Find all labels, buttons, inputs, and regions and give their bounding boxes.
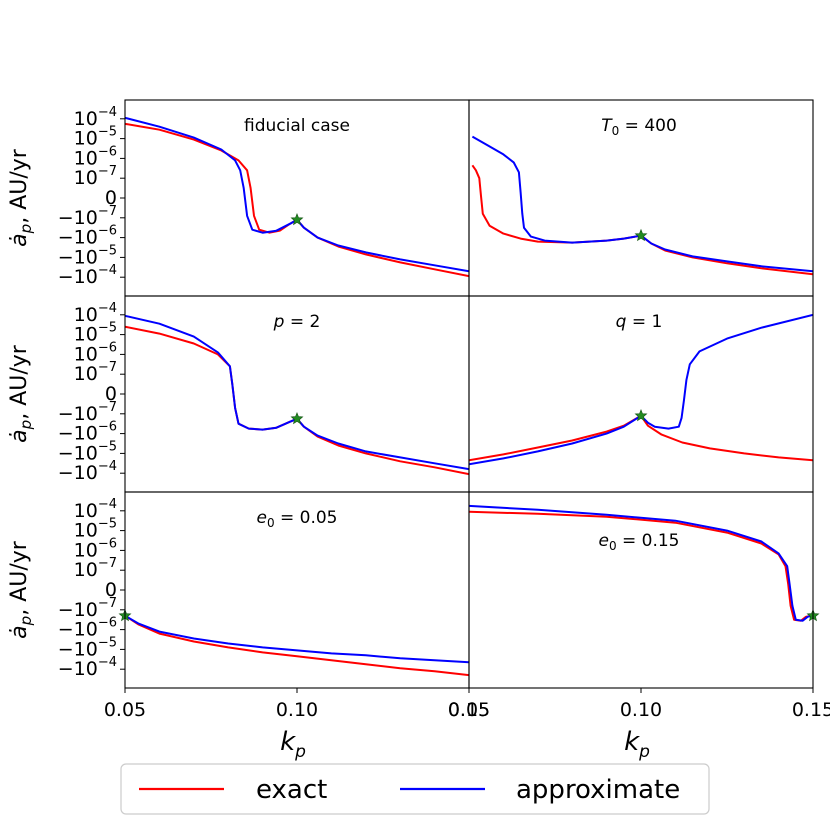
panel-2: T0 = 400 xyxy=(468,99,814,297)
marker-star xyxy=(634,408,648,422)
y-tick-label: 10−6 xyxy=(74,536,117,561)
x-axis-labels: 0.05 0.10 0.15 kp 0.05 0.10 0.15 kp xyxy=(104,688,830,762)
legend: exact approximate xyxy=(120,763,710,815)
series-approximate-line xyxy=(125,116,469,273)
y-tick-label: 10−7 xyxy=(74,164,117,189)
y-tick-label: −10−5 xyxy=(58,439,117,464)
y-tick-label: 10−5 xyxy=(74,125,117,150)
x-tick-label: 0.15 xyxy=(448,699,490,721)
panel-annotation: p = 2 xyxy=(273,312,321,332)
panel-annotation: fiducial case xyxy=(244,116,350,136)
y-tick-label: 10−6 xyxy=(74,340,117,365)
series-exact-line xyxy=(125,122,469,278)
y-tick-label: −10−6 xyxy=(58,420,117,445)
series-approximate-line xyxy=(469,313,813,466)
legend-exact-label: exact xyxy=(256,775,327,805)
panel-5-series xyxy=(125,614,469,677)
panel-5: e0 = 0.0510−410−510−610−70−10−7−10−6−10−… xyxy=(58,491,470,689)
y-axis-title: ȧp, AU/yr xyxy=(7,148,35,247)
y-tick-label: 10−7 xyxy=(74,556,117,581)
y-tick-label: −10−5 xyxy=(58,243,117,268)
x-tick-label: 0.15 xyxy=(792,699,830,721)
marker-star xyxy=(290,411,304,425)
y-axis-title: ȧp, AU/yr xyxy=(7,540,35,639)
y-axis-title: ȧp, AU/yr xyxy=(7,344,35,443)
series-approximate-line xyxy=(471,135,813,273)
y-tick-label: 0 xyxy=(105,383,117,405)
marker-star xyxy=(634,228,648,242)
panel-1-series xyxy=(125,116,469,278)
y-tick-label: −10−7 xyxy=(58,596,117,621)
legend-approximate-label: approximate xyxy=(516,775,680,805)
y-tick-label: 10−4 xyxy=(74,497,117,522)
y-tick-label: 10−6 xyxy=(74,144,117,169)
y-tick-label: −10−4 xyxy=(58,459,117,484)
series-approximate-line xyxy=(125,614,469,664)
panel-4: q = 1 xyxy=(468,295,814,493)
y-tick-label: −10−4 xyxy=(58,263,117,288)
panel-annotation: T0 = 400 xyxy=(601,116,677,138)
panel-annotation: e0 = 0.05 xyxy=(256,508,337,530)
panel-6: e0 = 0.15 xyxy=(468,491,820,689)
panel-4-series xyxy=(469,313,813,466)
panel-3: p = 2 10−410−510−610−70−10−7−10−6−10−5−10… xyxy=(58,295,470,493)
y-tick-label: 0 xyxy=(105,187,117,209)
panel-annotation: q = 1 xyxy=(616,312,663,332)
y-tick-label: 10−7 xyxy=(74,360,117,385)
panel-1: fiducial case 10−410−510−610−70−10−7−10−6… xyxy=(58,99,470,297)
y-tick-label: 0 xyxy=(105,579,117,601)
series-exact-line xyxy=(469,510,813,622)
x-tick-label: 0.05 xyxy=(104,699,146,721)
y-axis-labels: ȧp, AU/yr ȧp, AU/yr ȧp, AU/yr xyxy=(7,148,35,639)
panel-3-series xyxy=(125,314,469,476)
panels-grid: fiducial case10−410−510−610−70−10−7−10−6… xyxy=(58,99,820,689)
marker-star xyxy=(290,212,304,226)
series-approximate-line xyxy=(125,314,469,471)
y-tick-label: 10−4 xyxy=(74,301,117,326)
panel-frame xyxy=(468,491,814,689)
x-axis-title: kp xyxy=(624,727,650,762)
y-tick-label: −10−4 xyxy=(58,655,117,680)
series-exact-line xyxy=(125,325,469,476)
x-tick-label: 0.05 xyxy=(448,699,490,721)
y-tick-label: 10−5 xyxy=(74,321,117,346)
y-tick-label: −10−7 xyxy=(58,400,117,425)
y-tick-label: 10−5 xyxy=(74,517,117,542)
series-approximate-line xyxy=(469,504,813,622)
y-tick-label: −10−7 xyxy=(58,204,117,229)
y-tick-label: −10−6 xyxy=(58,224,117,249)
y-tick-label: −10−6 xyxy=(58,616,117,641)
panel-annotation: e0 = 0.15 xyxy=(598,531,679,553)
panel-2-series xyxy=(471,135,813,276)
x-axis-title: kp xyxy=(280,727,306,762)
x-tick-label: 0.10 xyxy=(620,699,662,721)
x-tick-label: 0.10 xyxy=(276,699,318,721)
series-exact-line xyxy=(125,614,469,677)
y-tick-label: −10−5 xyxy=(58,635,117,660)
panel-6-series xyxy=(469,504,813,622)
series-exact-line xyxy=(469,414,813,462)
y-tick-label: 10−4 xyxy=(74,105,117,130)
